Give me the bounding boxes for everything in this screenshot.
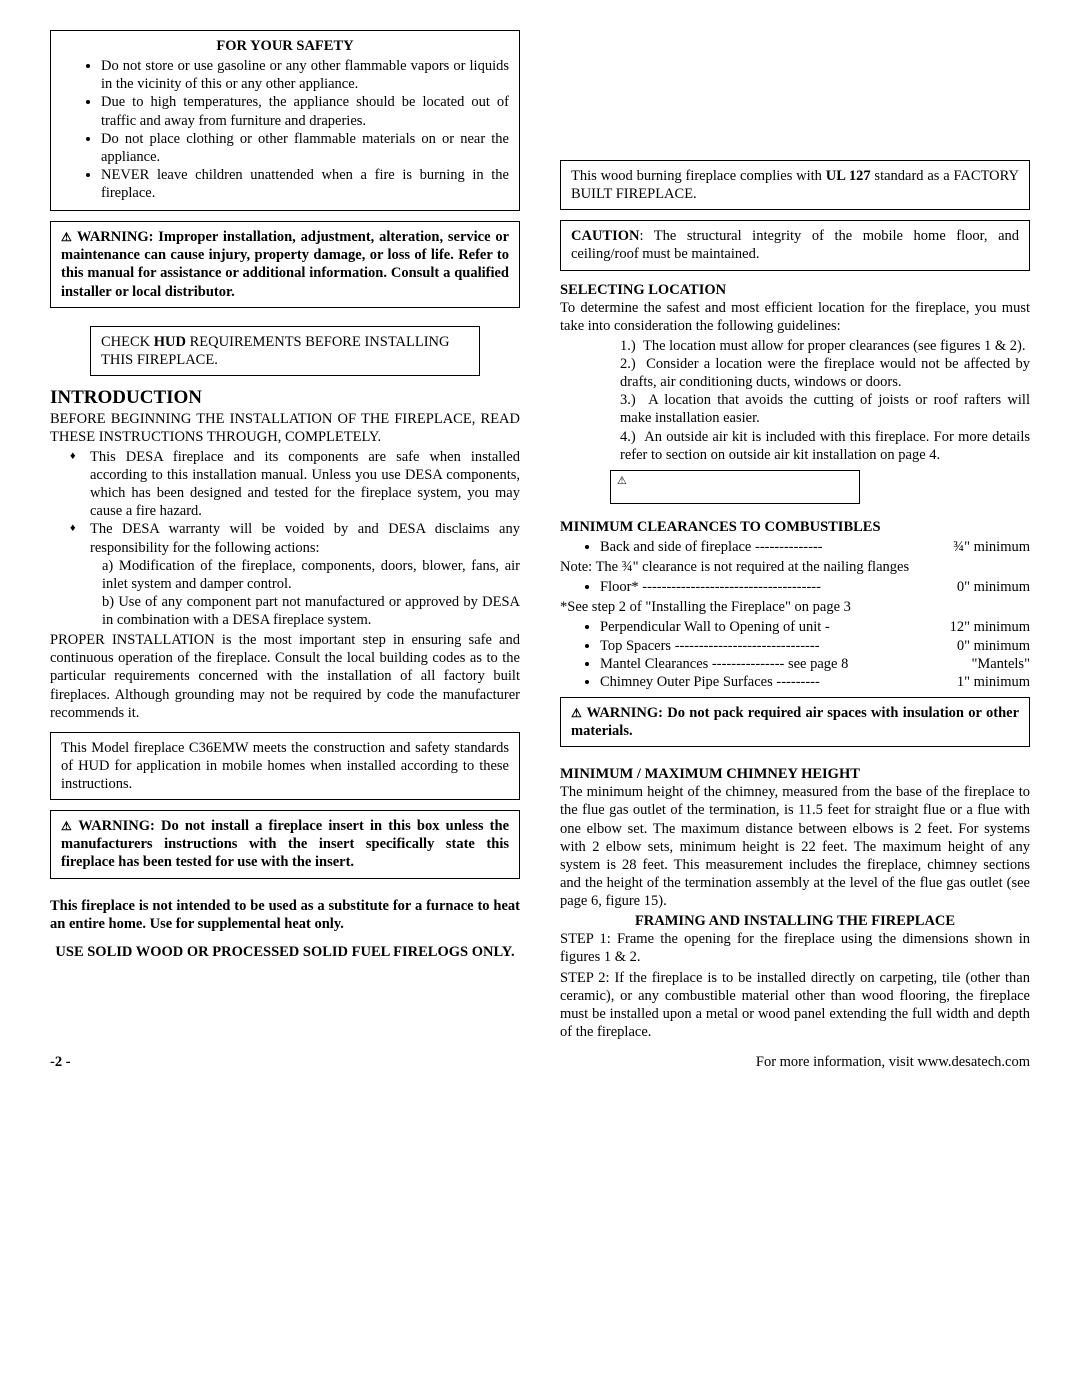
intro-item: This DESA fireplace and its components a… bbox=[90, 448, 520, 521]
clear-val: "Mantels" bbox=[971, 655, 1030, 673]
clearance-list: Floor* ---------------------------------… bbox=[560, 578, 1030, 596]
selecting-item-text: Consider a location were the fireplace w… bbox=[620, 356, 1030, 390]
footer-info: For more information, visit www.desatech… bbox=[756, 1053, 1030, 1071]
safety-title: FOR YOUR SAFETY bbox=[61, 37, 509, 55]
safety-item: NEVER leave children unattended when a f… bbox=[101, 166, 509, 202]
intro-sub-a: a) Modification of the fireplace, compon… bbox=[90, 557, 520, 593]
clearance-list: Perpendicular Wall to Opening of unit - 1… bbox=[560, 618, 1030, 691]
compliance-bold: UL 127 bbox=[826, 168, 871, 184]
selecting-item: 1.) The location must allow for proper c… bbox=[615, 337, 1030, 355]
clearance-item: Chimney Outer Pipe Surfaces --------- 1" … bbox=[600, 673, 1030, 691]
clearance-note: Note: The ¾" clearance is not required a… bbox=[560, 558, 1030, 576]
step-2: STEP 2: If the fireplace is to be instal… bbox=[560, 969, 1030, 1042]
step-1: STEP 1: Frame the opening for the firepl… bbox=[560, 930, 1030, 966]
clear-label: Chimney Outer Pipe Surfaces --------- bbox=[600, 673, 820, 691]
warning-icon bbox=[61, 818, 78, 834]
substitute-note: This fireplace is not intended to be use… bbox=[50, 897, 520, 933]
selecting-item-text: A location that avoids the cutting of jo… bbox=[620, 392, 1030, 426]
clear-label: Back and side of fireplace -------------… bbox=[600, 538, 823, 556]
hud-text-bold: HUD bbox=[154, 334, 186, 350]
warning-box-2: WARNING: Do not install a fireplace inse… bbox=[50, 810, 520, 878]
compliance-pre: This wood burning fireplace complies wit… bbox=[571, 168, 826, 184]
clearance-item: Floor* ---------------------------------… bbox=[600, 578, 1030, 596]
clearance-note: *See step 2 of "Installing the Fireplace… bbox=[560, 598, 1030, 616]
safety-list: Do not store or use gasoline or any othe… bbox=[61, 57, 509, 202]
warning-box-1: WARNING: Improper installation, adjustme… bbox=[50, 221, 520, 308]
caution-label: CAUTION bbox=[571, 228, 639, 244]
warning-text: WARNING: Do not pack required air spaces… bbox=[571, 705, 1019, 739]
intro-sub-b: b) Use of any component part not manufac… bbox=[90, 593, 520, 629]
right-column: This wood burning fireplace complies wit… bbox=[560, 30, 1030, 1043]
warning-icon bbox=[61, 229, 77, 245]
clear-label: Floor* ---------------------------------… bbox=[600, 578, 821, 596]
clearance-item: Perpendicular Wall to Opening of unit - 1… bbox=[600, 618, 1030, 636]
intro-item: The DESA warranty will be voided by and … bbox=[90, 520, 520, 629]
clear-label: Mantel Clearances --------------- see pa… bbox=[600, 655, 848, 673]
selecting-lead: To determine the safest and most efficie… bbox=[560, 299, 1030, 335]
clear-label: Perpendicular Wall to Opening of unit - bbox=[600, 618, 830, 636]
caution-text: : The structural integrity of the mobile… bbox=[571, 228, 1019, 262]
selecting-list: 1.) The location must allow for proper c… bbox=[560, 337, 1030, 464]
compliance-box: This wood burning fireplace complies wit… bbox=[560, 160, 1030, 210]
proper-install: PROPER INSTALLATION is the most importan… bbox=[50, 631, 520, 722]
chimney-body: The minimum height of the chimney, measu… bbox=[560, 783, 1030, 910]
clear-val: 0" minimum bbox=[957, 637, 1030, 655]
selecting-item: 3.) A location that avoids the cutting o… bbox=[615, 391, 1030, 427]
chimney-title: MINIMUM / MAXIMUM CHIMNEY HEIGHT bbox=[560, 765, 1030, 783]
warning-text: WARNING: Improper installation, adjustme… bbox=[61, 229, 509, 299]
left-column: FOR YOUR SAFETY Do not store or use gaso… bbox=[50, 30, 520, 1043]
warning-icon bbox=[571, 705, 586, 721]
min-clear-title: MINIMUM CLEARANCES TO COMBUSTIBLES bbox=[560, 518, 1030, 536]
caution-box: CAUTION: The structural integrity of the… bbox=[560, 220, 1030, 270]
safety-item: Due to high temperatures, the appliance … bbox=[101, 93, 509, 129]
warning-text: WARNING: Do not install a fireplace inse… bbox=[61, 818, 509, 870]
intro-item-text: The DESA warranty will be voided by and … bbox=[90, 521, 520, 555]
hud-text-pre: CHECK bbox=[101, 334, 154, 350]
empty-caution-box bbox=[610, 470, 860, 504]
clear-val: 1" minimum bbox=[957, 673, 1030, 691]
selecting-item-text: An outside air kit is included with this… bbox=[620, 429, 1030, 463]
fuel-notice: USE SOLID WOOD OR PROCESSED SOLID FUEL F… bbox=[50, 943, 520, 961]
safety-item: Do not place clothing or other flammable… bbox=[101, 130, 509, 166]
footer: -2 - For more information, visit www.des… bbox=[50, 1053, 1030, 1071]
safety-item: Do not store or use gasoline or any othe… bbox=[101, 57, 509, 93]
clear-val: 12" minimum bbox=[950, 618, 1030, 636]
clear-val: 0" minimum bbox=[957, 578, 1030, 596]
clearance-item: Back and side of fireplace -------------… bbox=[600, 538, 1030, 556]
hud-box: CHECK HUD REQUIREMENTS BEFORE INSTALLING… bbox=[90, 326, 480, 376]
warning-box-3: WARNING: Do not pack required air spaces… bbox=[560, 697, 1030, 747]
clear-label: Top Spacers ----------------------------… bbox=[600, 637, 820, 655]
page-number: -2 - bbox=[50, 1054, 71, 1070]
intro-list: This DESA fireplace and its components a… bbox=[50, 448, 520, 629]
clear-val: ¾" minimum bbox=[953, 538, 1030, 556]
selecting-item: 4.) An outside air kit is included with … bbox=[615, 428, 1030, 464]
intro-lead: BEFORE BEGINNING THE INSTALLATION OF THE… bbox=[50, 410, 520, 446]
framing-title: FRAMING AND INSTALLING THE FIREPLACE bbox=[560, 912, 1030, 930]
clearance-list: Back and side of fireplace -------------… bbox=[560, 538, 1030, 556]
model-box: This Model fireplace C36EMW meets the co… bbox=[50, 732, 520, 800]
introduction-title: INTRODUCTION bbox=[50, 386, 520, 410]
selecting-location-title: SELECTING LOCATION bbox=[560, 281, 1030, 299]
selecting-item: 2.) Consider a location were the firepla… bbox=[615, 355, 1030, 391]
clearance-item: Mantel Clearances --------------- see pa… bbox=[600, 655, 1030, 673]
safety-box: FOR YOUR SAFETY Do not store or use gaso… bbox=[50, 30, 520, 211]
clearance-item: Top Spacers ----------------------------… bbox=[600, 637, 1030, 655]
selecting-item-text: The location must allow for proper clear… bbox=[643, 338, 1026, 354]
caution-icon bbox=[617, 475, 627, 487]
